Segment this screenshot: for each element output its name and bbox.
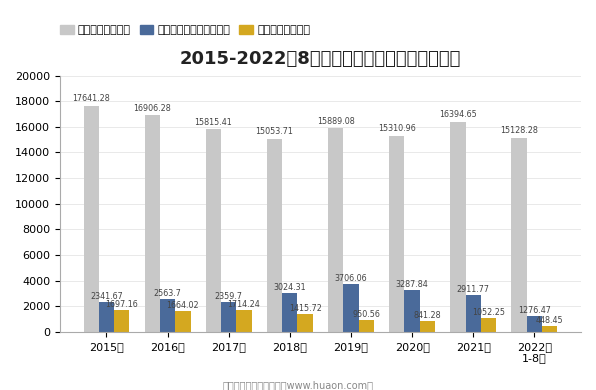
- Bar: [451, 122, 465, 332]
- Text: 16394.65: 16394.65: [439, 110, 477, 119]
- Text: 2359.7: 2359.7: [215, 292, 243, 301]
- Text: 15889.08: 15889.08: [317, 117, 355, 126]
- Text: 3287.84: 3287.84: [396, 280, 429, 289]
- Text: 17641.28: 17641.28: [72, 94, 110, 103]
- Text: 950.56: 950.56: [352, 310, 380, 319]
- Bar: [542, 326, 557, 332]
- Text: 1664.02: 1664.02: [166, 301, 199, 310]
- Bar: [237, 310, 252, 332]
- Bar: [481, 319, 496, 332]
- Text: 2563.7: 2563.7: [154, 289, 182, 298]
- Text: 15128.28: 15128.28: [500, 126, 538, 135]
- Bar: [114, 310, 129, 332]
- Text: 1276.47: 1276.47: [518, 306, 551, 315]
- Text: 制图：华经产业研究院（www.huaon.com）: 制图：华经产业研究院（www.huaon.com）: [222, 380, 374, 390]
- Bar: [420, 321, 435, 332]
- Text: 841.28: 841.28: [414, 311, 441, 320]
- Text: 15053.71: 15053.71: [256, 128, 293, 136]
- Text: 3024.31: 3024.31: [274, 283, 306, 292]
- Text: 1415.72: 1415.72: [288, 304, 322, 313]
- Bar: [328, 128, 343, 332]
- Text: 3706.06: 3706.06: [335, 275, 367, 284]
- Bar: [99, 302, 114, 332]
- Title: 2015-2022年8月内蒙古房地产施工及竣工面积: 2015-2022年8月内蒙古房地产施工及竣工面积: [180, 50, 461, 68]
- Bar: [465, 294, 481, 332]
- Text: 448.45: 448.45: [536, 316, 563, 325]
- Text: 2911.77: 2911.77: [457, 285, 490, 294]
- Text: 1052.25: 1052.25: [472, 308, 505, 317]
- Bar: [83, 106, 99, 332]
- Bar: [359, 320, 374, 332]
- Bar: [511, 138, 527, 332]
- Text: 15815.41: 15815.41: [194, 118, 232, 127]
- Text: 15310.96: 15310.96: [378, 124, 416, 133]
- Bar: [206, 129, 221, 332]
- Bar: [160, 299, 175, 332]
- Text: 16906.28: 16906.28: [134, 104, 171, 113]
- Bar: [283, 293, 297, 332]
- Bar: [389, 136, 405, 332]
- Text: 2341.67: 2341.67: [90, 292, 123, 301]
- Bar: [221, 302, 237, 332]
- Bar: [527, 316, 542, 332]
- Bar: [267, 139, 283, 332]
- Bar: [297, 314, 313, 332]
- Legend: 施工面积（万㎡）, 新开工施工面积（万㎡）, 竣工面积（万㎡）: 施工面积（万㎡）, 新开工施工面积（万㎡）, 竣工面积（万㎡）: [60, 25, 310, 35]
- Bar: [175, 311, 191, 332]
- Bar: [343, 284, 359, 332]
- Bar: [145, 115, 160, 332]
- Bar: [405, 290, 420, 332]
- Text: 1714.24: 1714.24: [228, 300, 260, 309]
- Text: 1697.16: 1697.16: [105, 300, 138, 309]
